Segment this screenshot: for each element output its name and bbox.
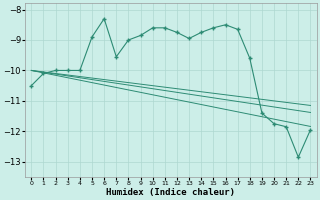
X-axis label: Humidex (Indice chaleur): Humidex (Indice chaleur) bbox=[106, 188, 236, 197]
